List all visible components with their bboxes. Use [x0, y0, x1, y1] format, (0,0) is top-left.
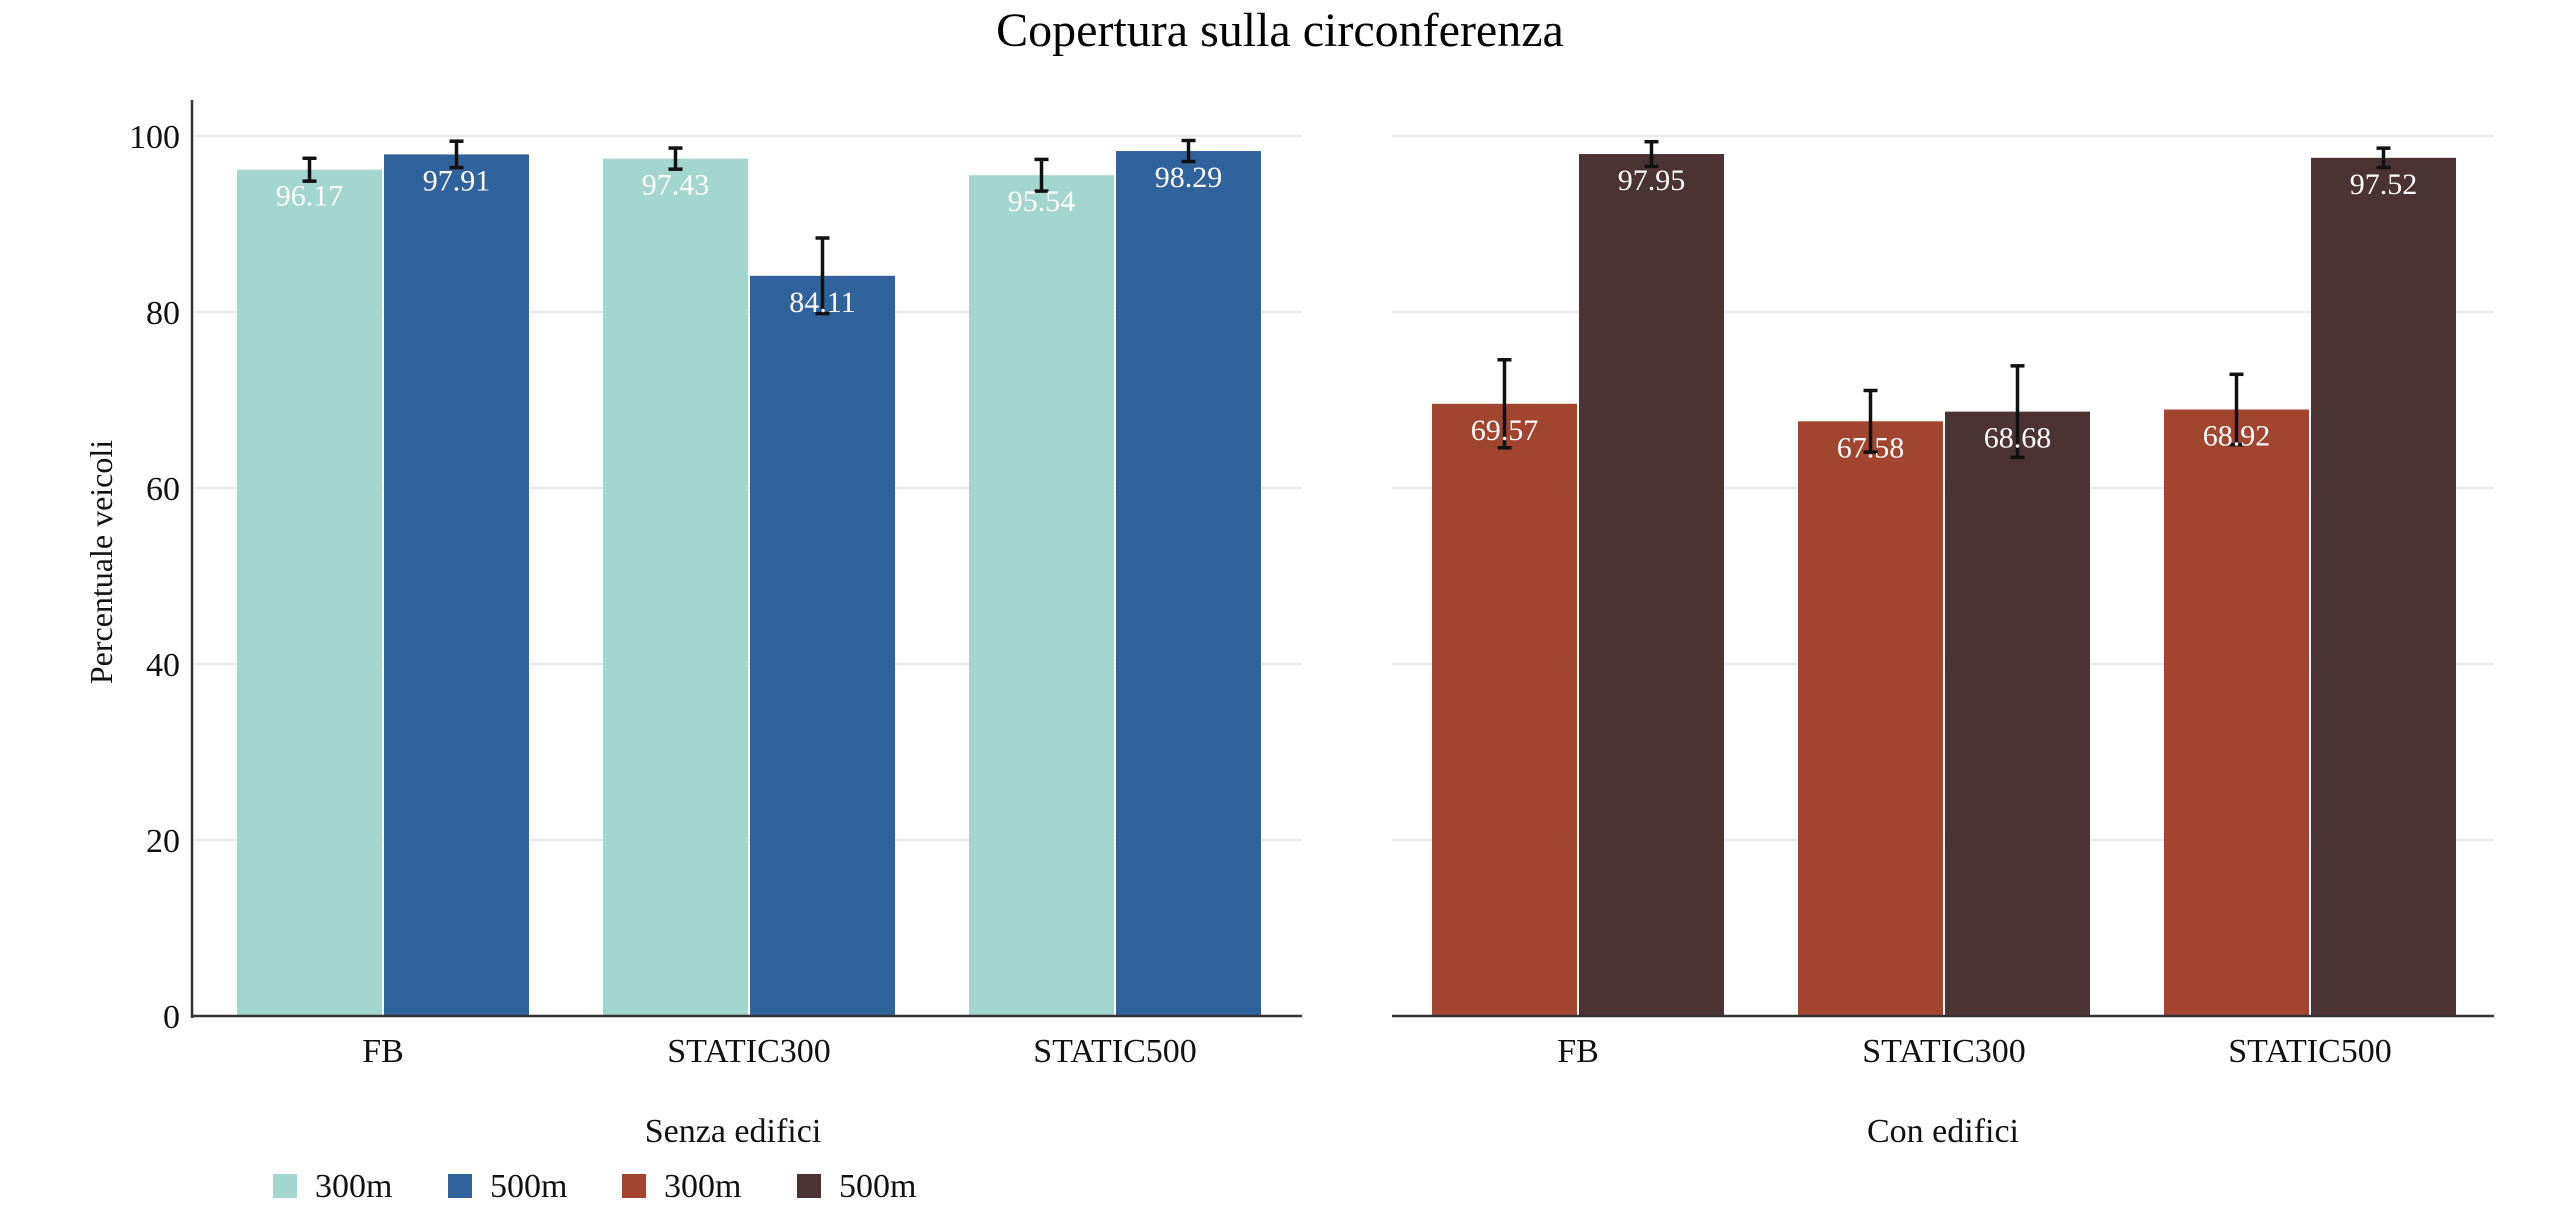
data-label: 95.54 [1008, 185, 1076, 218]
bar-static300-500m [750, 275, 895, 1016]
data-label: 96.17 [276, 180, 344, 213]
bar-fb-500m [384, 154, 529, 1017]
panel-1: 0 20 40 60 80 100 96.17 97.91 FB 97.43 84.11 STATIC… [129, 100, 1302, 1150]
error-bar [815, 236, 830, 316]
x-tick-label: STATIC500 [2228, 1033, 2392, 1070]
legend-label: 500m [839, 1168, 916, 1205]
chart-panels: 0 20 40 60 80 100 96.17 97.91 FB 97.43 84.11 STATIC… [129, 100, 2494, 1150]
data-label: 69.57 [1471, 414, 1539, 447]
bar-static500-300m [2164, 409, 2309, 1016]
panel-2: 69.57 97.95 FB 67.58 68.68 STATIC300 68.92 97.5… [1392, 135, 2494, 1150]
x-tick-label: STATIC300 [667, 1033, 831, 1070]
legend-swatch [797, 1174, 821, 1198]
error-bar [1181, 138, 1196, 164]
legend-item: 500m [448, 1168, 567, 1205]
legend-swatch [273, 1174, 297, 1198]
bar-static300-500m [1945, 411, 2090, 1017]
data-label: 97.95 [1618, 164, 1686, 197]
y-tick-label: 40 [146, 647, 180, 684]
legend: 300m 500m 300m 500m [273, 1168, 916, 1205]
panel-label: Con edifici [1867, 1113, 2019, 1150]
chart-title: Copertura sulla circonferenza [996, 4, 1564, 57]
data-label: 97.43 [642, 169, 710, 202]
y-tick-label: 20 [146, 823, 180, 860]
bar-fb-300m [1432, 403, 1577, 1016]
panel-label: Senza edifici [645, 1113, 822, 1150]
legend-swatch [622, 1174, 646, 1198]
error-bar [1863, 388, 1878, 454]
error-bar [1644, 139, 1659, 169]
x-tick-label: STATIC300 [1862, 1033, 2026, 1070]
data-label: 97.52 [2350, 168, 2418, 201]
bar-static500-500m [1116, 151, 1261, 1017]
data-label: 84.11 [789, 286, 855, 319]
y-tick-label: 60 [146, 471, 180, 508]
error-bar [302, 156, 317, 183]
bar-static300-300m [603, 158, 748, 1017]
legend-swatch [448, 1174, 472, 1198]
legend-label: 500m [490, 1168, 567, 1205]
legend-item: 500m [797, 1168, 916, 1205]
error-bar [2229, 372, 2244, 447]
error-bar [1034, 157, 1049, 193]
data-label: 68.92 [2203, 420, 2271, 453]
bar-fb-300m [237, 169, 382, 1017]
y-axis-label: Percentuale veicoli [83, 440, 119, 684]
error-bar [2010, 364, 2025, 460]
data-label: 97.91 [423, 164, 491, 197]
bar-static500-300m [969, 175, 1114, 1017]
y-tick-label: 80 [146, 295, 180, 332]
data-label: 67.58 [1837, 431, 1905, 464]
legend-label: 300m [315, 1168, 392, 1205]
y-tick-label: 0 [163, 999, 180, 1036]
bar-static500-500m [2311, 157, 2456, 1017]
data-label: 98.29 [1155, 161, 1223, 194]
x-tick-label: FB [1557, 1033, 1599, 1070]
error-bar [2376, 146, 2391, 170]
error-bar [668, 146, 683, 171]
bar-fb-500m [1579, 154, 1724, 1017]
error-bar [1497, 358, 1512, 450]
y-tick-label: 100 [129, 119, 180, 156]
legend-label: 300m [664, 1168, 741, 1205]
bar-static300-300m [1798, 421, 1943, 1016]
legend-item: 300m [622, 1168, 741, 1205]
legend-item: 300m [273, 1168, 392, 1205]
x-tick-label: STATIC500 [1033, 1033, 1197, 1070]
data-label: 68.68 [1984, 422, 2052, 455]
x-tick-label: FB [362, 1033, 404, 1070]
error-bar [449, 139, 464, 170]
